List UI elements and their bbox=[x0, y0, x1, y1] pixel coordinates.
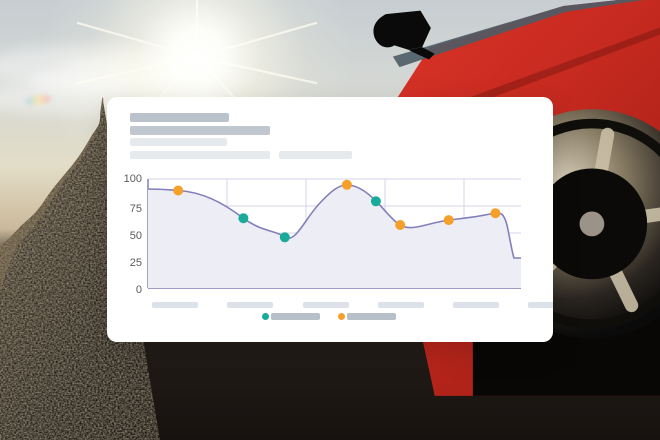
svg-text:75: 75 bbox=[130, 203, 142, 215]
svg-text:0: 0 bbox=[136, 284, 142, 296]
svg-text:100: 100 bbox=[124, 173, 142, 185]
svg-text:25: 25 bbox=[130, 257, 142, 269]
svg-text:50: 50 bbox=[130, 230, 142, 242]
